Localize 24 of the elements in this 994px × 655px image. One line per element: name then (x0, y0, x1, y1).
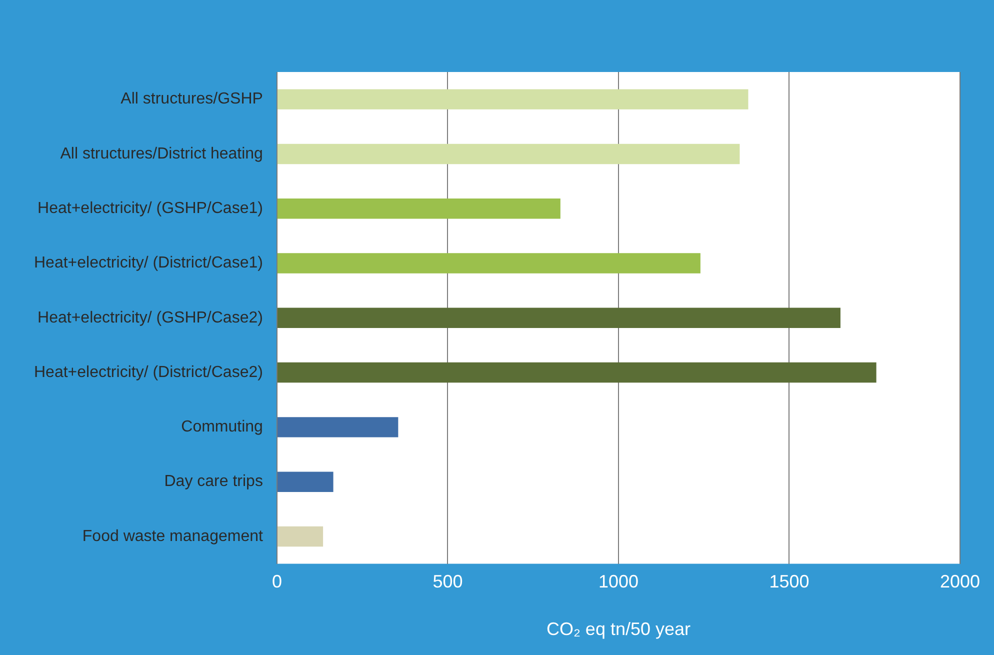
y-tick-label: All structures/GSHP (120, 90, 263, 108)
bar (277, 308, 840, 328)
bar (277, 89, 748, 110)
x-axis-title: CO₂ eq tn/50 year (546, 619, 691, 640)
y-tick-label: Heat+electricity/ (District/Case2) (34, 364, 263, 381)
x-tick-label: 1500 (769, 572, 810, 592)
x-tick-label: 500 (432, 572, 463, 592)
bar (277, 526, 324, 547)
x-tick-label: 2000 (940, 572, 980, 592)
y-tick-label: Commuting (181, 418, 263, 436)
y-tick-label: All structures/District heating (60, 145, 263, 162)
y-tick-label: Day care trips (164, 473, 263, 490)
bar (277, 144, 740, 164)
bar (277, 472, 334, 492)
x-tick-label: 0 (272, 572, 282, 592)
bar (277, 417, 398, 438)
y-tick-label: Heat+electricity/ (GSHP/Case1) (38, 200, 263, 218)
bar (277, 362, 876, 383)
y-tick-label: Food waste management (82, 528, 264, 545)
bar (277, 198, 560, 219)
bar (277, 253, 700, 274)
y-tick-label: Heat+electricity/ (District/Case1) (34, 254, 263, 272)
x-tick-label: 1000 (598, 572, 638, 592)
y-tick-label: Heat+electricity/ (GSHP/Case2) (38, 309, 263, 326)
